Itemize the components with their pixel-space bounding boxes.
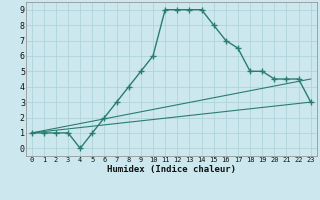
X-axis label: Humidex (Indice chaleur): Humidex (Indice chaleur) (107, 165, 236, 174)
